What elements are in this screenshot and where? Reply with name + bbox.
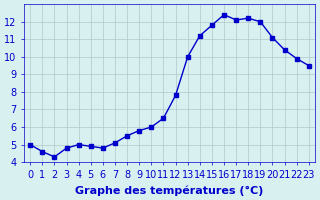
X-axis label: Graphe des températures (°C): Graphe des températures (°C) xyxy=(75,185,264,196)
